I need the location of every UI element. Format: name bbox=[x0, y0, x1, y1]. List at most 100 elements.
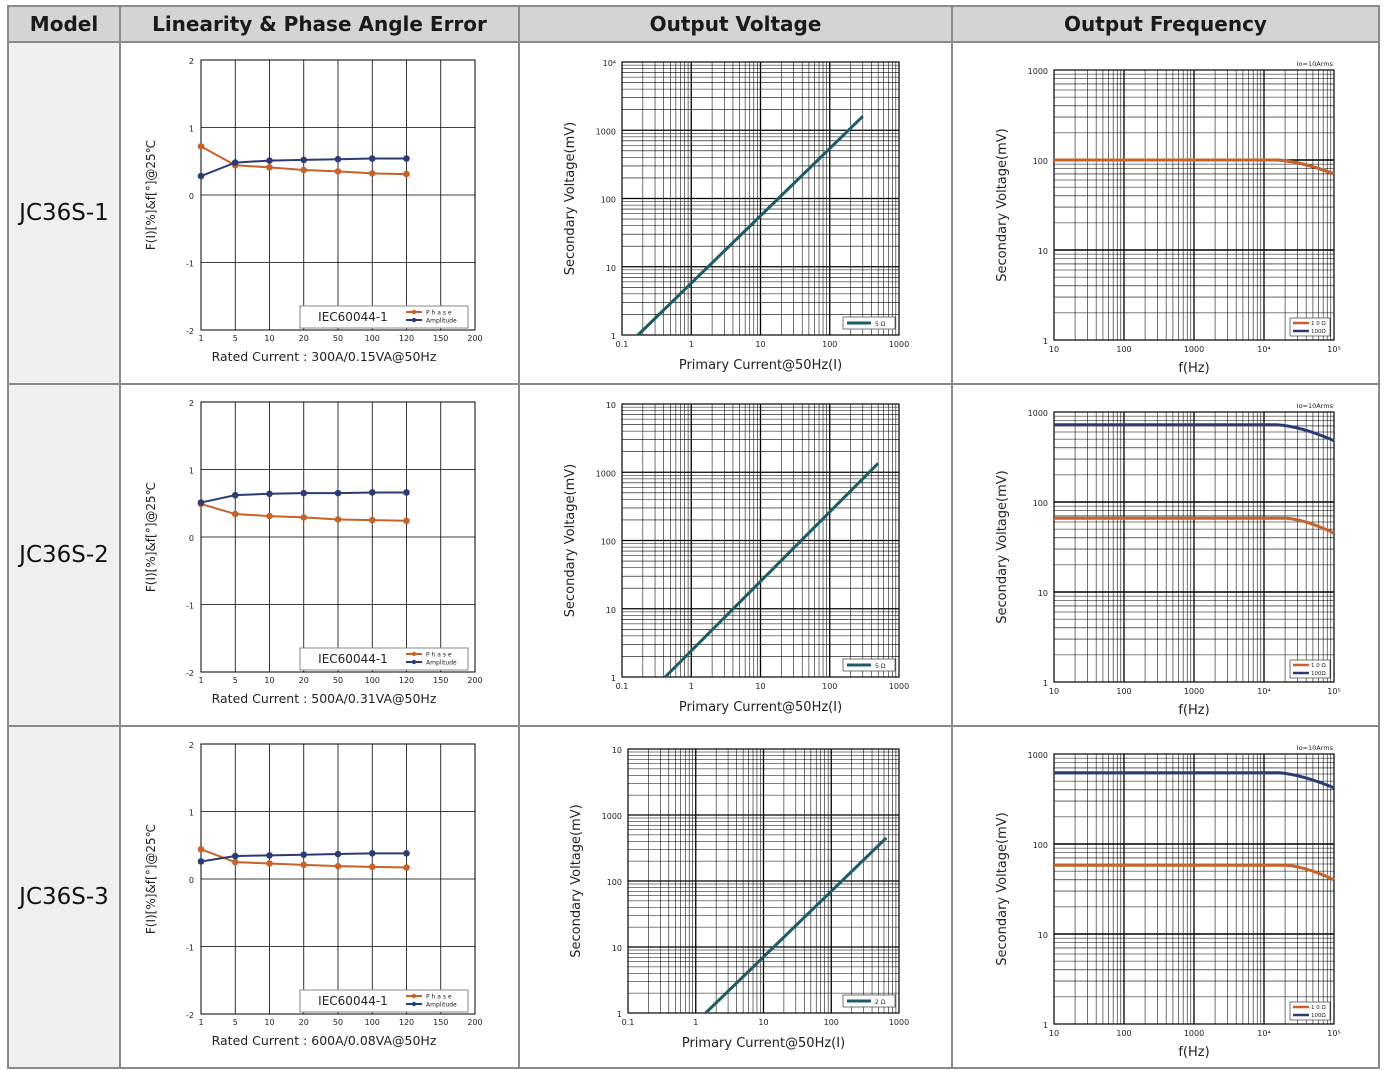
x-tick-label: 150 bbox=[433, 1018, 448, 1027]
x-tick-label: 200 bbox=[467, 334, 482, 343]
model-cell: JC36S-1 bbox=[9, 43, 119, 383]
x-tick-label: 10 bbox=[264, 1018, 274, 1027]
data-point bbox=[300, 861, 308, 869]
x-tick-label: 20 bbox=[299, 334, 309, 343]
legend-label: 5 Ω bbox=[875, 321, 886, 328]
legend-marker bbox=[411, 309, 417, 315]
y-tick-label: -2 bbox=[186, 1011, 194, 1020]
legend-box bbox=[299, 647, 469, 671]
legend-box bbox=[299, 305, 469, 329]
x-tick-label: 100 bbox=[365, 676, 380, 685]
data-point bbox=[403, 489, 410, 496]
y-axis-label: Secondary Voltage(mV) bbox=[563, 464, 578, 617]
y-tick-label: 100 bbox=[601, 538, 616, 547]
x-tick-label: 1 bbox=[198, 676, 203, 685]
data-point bbox=[266, 860, 273, 867]
data-point bbox=[334, 155, 342, 163]
x-tick-label: 1000 bbox=[889, 340, 909, 349]
x-tick-label: 0.1 bbox=[616, 682, 629, 691]
data-point bbox=[231, 510, 239, 518]
legend-marker bbox=[411, 659, 417, 665]
data-point bbox=[231, 491, 239, 499]
x-tick-label: 50 bbox=[333, 1018, 343, 1027]
y-tick-label: 10 bbox=[612, 746, 622, 755]
x-tick-label: 200 bbox=[467, 676, 482, 685]
legend-standard: IEC60044-1 bbox=[318, 310, 388, 324]
data-point bbox=[300, 851, 308, 858]
legend-marker bbox=[411, 317, 417, 323]
x-tick-label: 1000 bbox=[1184, 1029, 1204, 1038]
linearity-chart: 210-1-21 5 10 20 50 100 120 150 200F(I)[%]&f[°]@… bbox=[121, 385, 518, 725]
data-point bbox=[266, 852, 273, 859]
y-tick-label: -1 bbox=[186, 602, 194, 611]
legend-label: 1 0 Ω bbox=[1311, 663, 1326, 669]
header-linearity: Linearity & Phase Angle Error bbox=[121, 7, 518, 41]
y-tick-label: 1000 bbox=[602, 812, 622, 821]
y-tick-label: 2 bbox=[189, 57, 194, 66]
x-tick-label: 5 bbox=[233, 334, 238, 343]
legend-marker bbox=[411, 1001, 417, 1007]
response-line bbox=[1054, 158, 1335, 176]
legend-box bbox=[299, 989, 469, 1013]
y-tick-label: 0 bbox=[189, 534, 194, 543]
data-point bbox=[266, 512, 273, 520]
x-tick-label: 200 bbox=[467, 1018, 482, 1027]
x-tick-label: 10 bbox=[755, 682, 765, 691]
x-tick-label: 5 bbox=[233, 1018, 238, 1027]
x-tick-label: 10⁵ bbox=[1327, 687, 1340, 696]
x-axis-label: f(Hz) bbox=[1178, 361, 1209, 376]
y-tick-label: 1 bbox=[189, 809, 194, 818]
legend-label: Amplitude bbox=[426, 660, 457, 667]
data-point bbox=[300, 514, 308, 521]
y-tick-label: -2 bbox=[186, 327, 194, 336]
x-tick-label: 100 bbox=[822, 682, 837, 691]
x-tick-label: 150 bbox=[433, 334, 448, 343]
legend-label: Amplitude bbox=[426, 318, 457, 325]
data-point bbox=[300, 156, 308, 164]
x-tick-label: 10⁴ bbox=[1257, 687, 1270, 696]
x-axis-label: Primary Current@50Hz(I) bbox=[682, 1036, 845, 1051]
y-tick-label: -1 bbox=[186, 944, 194, 953]
x-axis-label: Primary Current@50Hz(I) bbox=[679, 700, 842, 715]
x-tick-label: 1 bbox=[693, 1018, 698, 1027]
x-tick-label: 100 bbox=[824, 1018, 839, 1027]
y-tick-label: 1000 bbox=[596, 469, 616, 478]
x-tick-label: 1 bbox=[689, 682, 694, 691]
data-point bbox=[403, 155, 410, 162]
x-tick-label: 0.1 bbox=[616, 340, 629, 349]
data-point bbox=[368, 155, 376, 162]
voltage-line bbox=[704, 836, 888, 1015]
current-note: Io=10Arms bbox=[1297, 60, 1334, 68]
x-tick-label: 100 bbox=[1116, 1029, 1131, 1038]
x-tick-label: 50 bbox=[333, 334, 343, 343]
data-point bbox=[334, 862, 342, 870]
data-point bbox=[300, 489, 308, 497]
y-tick-label: 10 bbox=[1038, 589, 1048, 598]
current-note: Io=10Arms bbox=[1297, 402, 1334, 410]
x-tick-label: 100 bbox=[365, 334, 380, 343]
data-point bbox=[403, 864, 410, 871]
y-tick-label: 100 bbox=[601, 196, 616, 205]
voltage-line bbox=[664, 462, 880, 679]
x-tick-label: 5 bbox=[233, 676, 238, 685]
y-tick-label: 10⁴ bbox=[603, 59, 616, 68]
x-tick-label: 10 bbox=[1049, 687, 1059, 696]
data-point bbox=[368, 170, 376, 177]
y-tick-label: 100 bbox=[1033, 499, 1048, 508]
x-tick-label: 20 bbox=[299, 1018, 309, 1027]
x-axis-label: f(Hz) bbox=[1178, 1045, 1209, 1060]
y-tick-label: 10 bbox=[606, 264, 616, 273]
current-note: Io=10Arms bbox=[1297, 744, 1334, 752]
response-line bbox=[1054, 771, 1335, 790]
y-axis-label: F(I)[%]&f[°]@25℃ bbox=[144, 140, 158, 250]
y-tick-label: 10 bbox=[1038, 931, 1048, 940]
y-axis-label: Secondary Voltage(mV) bbox=[563, 122, 578, 275]
x-tick-label: 1000 bbox=[889, 1018, 909, 1027]
legend-label: P h a s e bbox=[426, 652, 452, 659]
